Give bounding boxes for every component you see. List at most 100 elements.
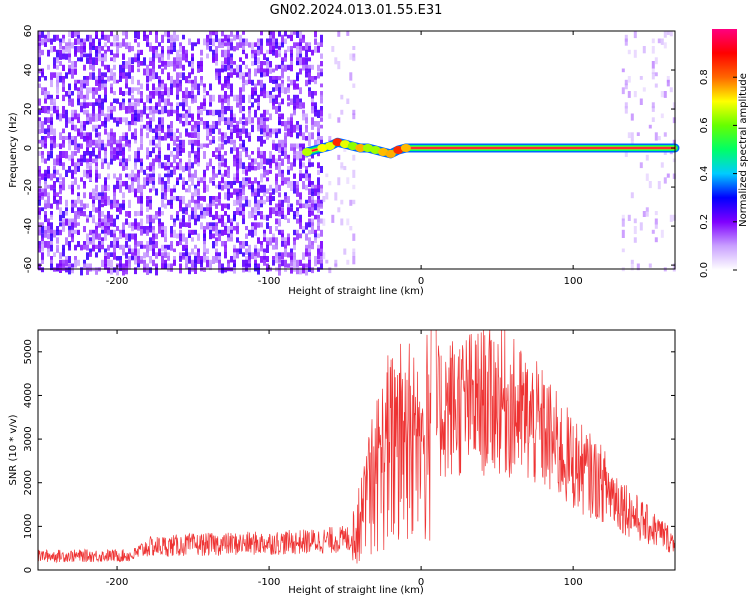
spectrogram-cell (227, 136, 230, 144)
spectrogram-cell (311, 244, 314, 250)
spectrogram-cell (140, 184, 143, 193)
spectrogram-cell (158, 177, 161, 185)
spectrogram-cell (209, 158, 212, 167)
spectrogram-cell (302, 226, 305, 233)
spectrogram-cell (149, 109, 152, 116)
spectrogram-cell (116, 151, 119, 159)
spectrogram-cell (281, 229, 284, 236)
spectrogram-cell (188, 162, 191, 169)
spectrogram-cell (290, 184, 293, 191)
spectrogram-cell (278, 76, 281, 81)
spectrogram-cell (41, 252, 44, 261)
spectrogram-cell (134, 162, 137, 169)
spectrogram-cell (161, 244, 164, 252)
spectrogram-cell (194, 214, 197, 222)
spectrogram-cell (218, 263, 221, 270)
spectrogram-cell (50, 244, 53, 252)
spectrogram-cell (95, 132, 98, 138)
spectrogram-cell (251, 42, 254, 50)
spectrogram-cell (41, 267, 44, 273)
spectrogram-cell (65, 256, 68, 261)
spectrogram-cell (308, 79, 311, 85)
spectrogram-cell (242, 259, 245, 267)
spectrogram-cell (218, 143, 221, 151)
spectrogram-cell (53, 98, 56, 106)
spectrogram-cell (224, 42, 227, 47)
spectrogram-cell (65, 267, 68, 273)
spectrogram-cell (59, 199, 62, 205)
spectrogram-cell (666, 173, 670, 178)
spectrogram-cell (92, 57, 95, 66)
spectrogram-cell (176, 214, 179, 221)
spectrogram-cell (197, 132, 200, 140)
spectrogram-cell (74, 38, 77, 45)
carrier-blob (332, 138, 343, 147)
x-tick-label: -100 (258, 577, 281, 588)
spectrogram-cell (215, 173, 218, 178)
spectrogram-cell (334, 263, 338, 268)
spectrogram-cell (305, 64, 308, 70)
spectrogram-cell (314, 233, 317, 240)
spectrogram-cell (80, 267, 83, 276)
spectrogram-cell (281, 38, 284, 45)
spectrogram-cell (293, 94, 296, 103)
spectrogram-cell (152, 218, 155, 224)
spectrogram-cell (281, 151, 284, 156)
spectrogram-cell (218, 147, 221, 155)
spectrogram-cell (209, 83, 212, 91)
spectrogram-cell (251, 192, 254, 197)
spectrogram-cell (56, 263, 59, 272)
spectrogram-cell (182, 46, 185, 54)
spectrogram-cell (59, 252, 62, 259)
spectrogram-cell (65, 46, 68, 53)
spectrogram-cell (218, 42, 221, 48)
spectrogram-cell (149, 117, 152, 124)
spectrogram-cell (71, 222, 74, 226)
spectrogram-cell (68, 166, 71, 173)
spectrogram-cell (242, 214, 245, 219)
spectrogram-cell (152, 241, 155, 245)
spectrogram-cell (212, 181, 215, 186)
carrier-blob (324, 142, 335, 151)
spectrogram-cell (149, 124, 152, 132)
spectrogram-cell (146, 166, 149, 170)
spectrogram-cell (95, 173, 98, 181)
spectrogram-cell (110, 49, 113, 56)
spectrogram-cell (269, 94, 272, 104)
spectrogram-cell (146, 229, 149, 236)
spectrogram-cell (287, 102, 290, 107)
spectrogram-cell (230, 256, 233, 263)
spectrogram-cell (167, 132, 170, 139)
spectrogram-cell (215, 237, 218, 242)
spectrogram-cell (308, 173, 311, 179)
spectrogram-cell (206, 203, 209, 209)
spectrogram-cell (287, 124, 290, 131)
spectrogram-cell (281, 121, 284, 127)
spectrogram-cell (233, 94, 236, 102)
spectrogram-cell (200, 177, 203, 183)
spectrogram-cell (627, 49, 631, 55)
spectrogram-cell (666, 76, 670, 83)
spectrogram-cell (167, 162, 170, 169)
spectrogram-cell (101, 244, 104, 250)
spectrogram-cell (314, 229, 317, 234)
spectrogram-cell (146, 207, 149, 212)
spectrogram-cell (161, 192, 164, 200)
spectrogram-cell (302, 267, 305, 274)
spectrogram-cell (236, 64, 239, 73)
spectrogram-cell (128, 143, 131, 148)
spectrogram-cell (167, 38, 170, 43)
spectrogram-cell (38, 83, 41, 88)
spectrogram-cell (95, 192, 98, 200)
spectrogram-cell (299, 132, 302, 137)
spectrogram-cell (83, 109, 86, 115)
spectrogram-cell (125, 31, 128, 38)
spectrogram-cell (263, 233, 266, 240)
spectrogram-cell (227, 38, 230, 46)
spectrogram-cell (104, 83, 107, 89)
spectrogram-cell (200, 259, 203, 268)
spectrogram-cell (125, 211, 128, 217)
spectrogram-cell (224, 222, 227, 229)
spectrogram-cell (320, 117, 323, 122)
spectrogram-cell (104, 181, 107, 186)
